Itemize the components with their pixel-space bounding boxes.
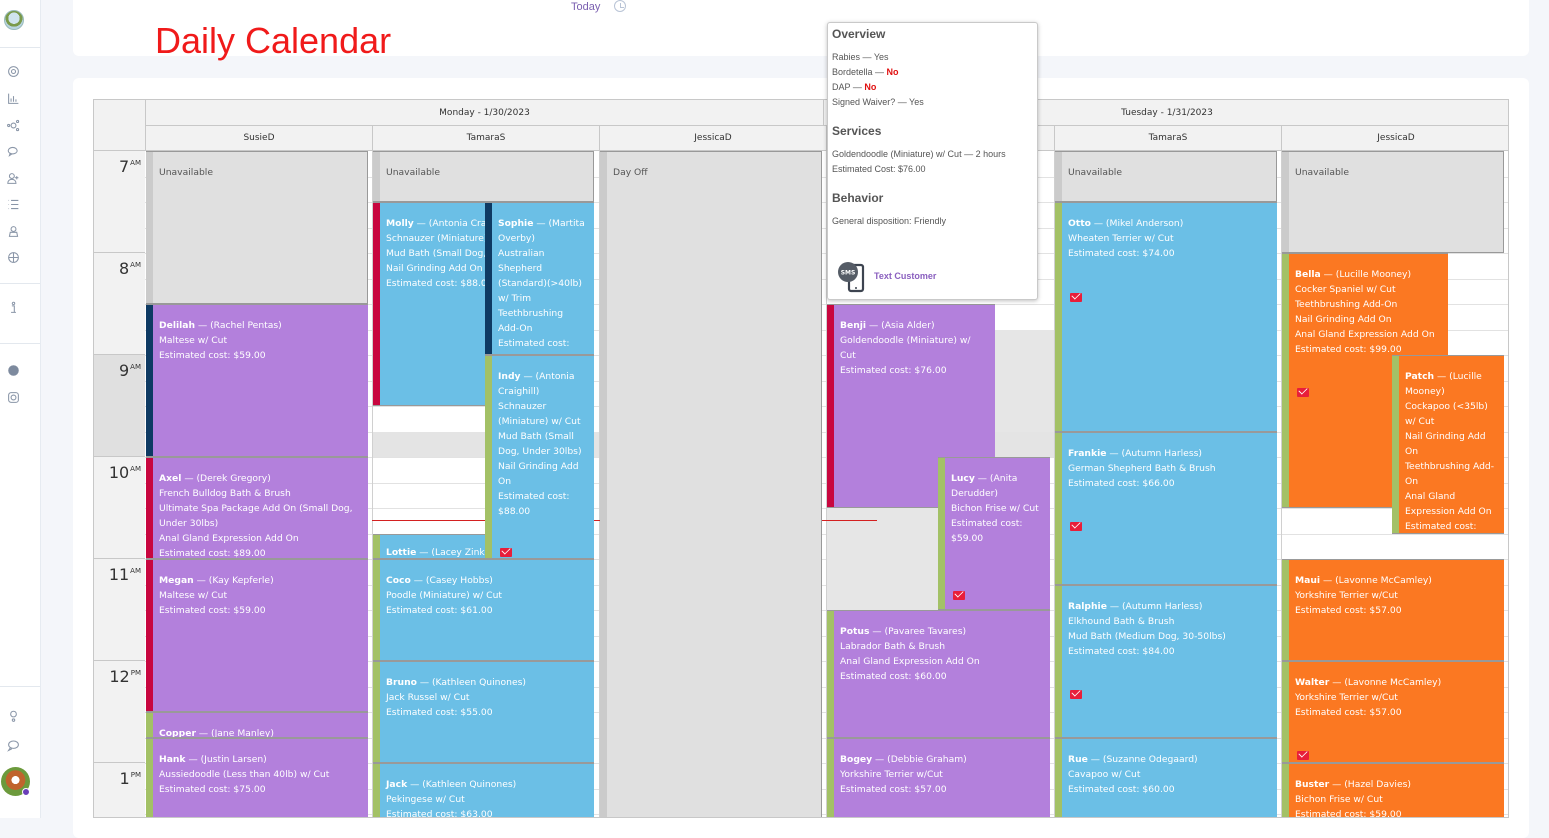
appointment-frankie[interactable]: Frankie — (Autumn Harless) German Shepher… (1055, 432, 1277, 585)
appointment-sophie[interactable]: Sophie — (Martita Overby) Australian Shep… (485, 202, 594, 355)
chart-icon[interactable] (5, 90, 21, 106)
appointment-jack[interactable]: Jack — (Kathleen Quinones) Pekingese w/ C… (373, 763, 594, 817)
header-card (73, 0, 1529, 56)
text-customer-link[interactable]: Text Customer (874, 271, 937, 281)
rabies-status: Rabies — Yes (832, 52, 889, 62)
waiver-status: Signed Waiver? — Yes (832, 97, 924, 107)
behavior-line: General disposition: Friendly (832, 216, 947, 226)
sms-phone-icon[interactable]: SMS (837, 261, 867, 293)
network-icon[interactable] (5, 117, 21, 133)
time-label: 1PM (94, 763, 145, 817)
message-icon[interactable] (5, 737, 21, 753)
mail-icon[interactable] (1070, 690, 1082, 699)
today-button[interactable]: Today (571, 1, 601, 13)
info-icon[interactable] (5, 299, 21, 315)
daily-calendar: Monday - 1/30/2023 Tuesday - 1/31/2023 S… (93, 99, 1509, 818)
appointment-lottie[interactable]: Lottie — (Lacey Zinke) (373, 534, 485, 559)
appointment-delilah[interactable]: Delilah — (Rachel Pentas) Maltese w/ Cut E… (146, 304, 368, 457)
appointment-copper[interactable]: Copper — (Jane Manley) (146, 712, 368, 738)
appointment-walter[interactable]: Walter — (Lavonne McCamley) Yorkshire Ter… (1282, 661, 1504, 763)
help-icon[interactable] (5, 708, 21, 724)
sidebar-divider (0, 283, 40, 284)
user-avatar[interactable] (1, 767, 30, 796)
sidebar-divider (0, 343, 40, 344)
appointment-potus[interactable]: Potus — (Pavaree Tavares) Labrador Bath &… (827, 610, 1050, 738)
staff-header: TamaraS (372, 126, 599, 151)
overview-heading: Overview (832, 27, 886, 41)
staff-header: JessicaD (1281, 126, 1508, 151)
status-dot (22, 788, 30, 796)
time-label: 9AM (94, 355, 145, 457)
appointment-rue[interactable]: Rue — (Suzanne Odegaard) Cavapoo w/ Cut Es… (1055, 738, 1277, 817)
appointment-axel[interactable]: Axel — (Derek Gregory) French Bulldog Bat… (146, 457, 368, 559)
appointment-buster[interactable]: Buster — (Hazel Davies) Bichon Frise w/ C… (1282, 763, 1504, 817)
appointment-maui[interactable]: Maui — (Lavonne McCamley) Yorkshire Terri… (1282, 559, 1504, 661)
page-title: Daily Calendar (155, 20, 392, 61)
staff-header: TamaraS (1054, 126, 1281, 151)
clock-icon[interactable] (614, 0, 626, 12)
appointment-otto[interactable]: Otto — (Mikel Anderson) Wheaten Terrier w… (1055, 202, 1277, 432)
appointment-indy[interactable]: Indy — (Antonia Craighill) Schnauzer (Min… (485, 355, 594, 559)
add-user-icon[interactable] (5, 170, 21, 186)
staff-header: SusieD (145, 126, 372, 151)
facebook-icon[interactable] (5, 362, 21, 378)
appointment-coco[interactable]: Coco — (Casey Hobbs) Poodle (Miniature) w… (373, 559, 594, 661)
time-label: 11AM (94, 559, 145, 661)
time-label: 8AM (94, 253, 145, 355)
behavior-heading: Behavior (832, 191, 884, 205)
dap-status: DAP — No (832, 82, 877, 92)
day-off-block[interactable]: Day Off (600, 151, 822, 817)
mail-icon[interactable] (1070, 522, 1082, 531)
unavailable-block[interactable]: Unavailable (146, 151, 368, 304)
unavailable-block[interactable]: Unavailable (1282, 151, 1504, 253)
appointment-hank[interactable]: Hank — (Justin Larsen) Aussiedoodle (Less… (146, 738, 368, 817)
time-label: 7AM (94, 151, 145, 253)
mail-icon[interactable] (1297, 751, 1309, 760)
mail-icon[interactable] (1070, 293, 1082, 302)
appointment-bogey[interactable]: Bogey — (Debbie Graham) Yorkshire Terrier… (827, 738, 1050, 817)
bordetella-status: Bordetella — No (832, 67, 899, 77)
appointment-details-popup: Overview Rabies — Yes Bordetella — No DA… (827, 22, 1038, 300)
svg-text:SMS: SMS (841, 270, 856, 277)
appointment-molly[interactable]: Molly — (Antonia Craighill)Schnauzer (Mi… (373, 202, 485, 406)
appointment-megan[interactable]: Megan — (Kay Kepferle) Maltese w/ Cut Esti… (146, 559, 368, 712)
gear-icon[interactable] (5, 63, 21, 79)
time-label: 10AM (94, 457, 145, 559)
sidebar (0, 0, 41, 818)
chat-icon[interactable] (5, 143, 21, 159)
groomer-icon[interactable] (5, 223, 21, 239)
mail-icon[interactable] (500, 548, 512, 557)
unavailable-block[interactable]: Unavailable (1055, 151, 1277, 202)
sidebar-divider (0, 47, 40, 48)
appointment-lucy[interactable]: Lucy — (Anita Derudder) Bichon Frise w/ C… (938, 457, 1050, 610)
instagram-icon[interactable] (5, 389, 21, 405)
appointment-ralphie[interactable]: Ralphie — (Autumn Harless) Elkhound Bath … (1055, 585, 1277, 738)
services-heading: Services (832, 124, 882, 138)
mail-icon[interactable] (1297, 388, 1309, 397)
service-line: Goldendoodle (Miniature) w/ Cut — 2 hour… (832, 149, 1006, 159)
appointment-patch[interactable]: Patch — (Lucille Mooney) Cockapoo (<35lb)… (1392, 355, 1504, 534)
blocked-band (826, 508, 943, 610)
cost-line: Estimated Cost: $76.00 (832, 164, 926, 174)
time-label: 12PM (94, 661, 145, 763)
unavailable-block[interactable]: Unavailable (373, 151, 594, 202)
appointment-bruno[interactable]: Bruno — (Kathleen Quinones) Jack Russel w… (373, 661, 594, 763)
sidebar-divider (0, 686, 40, 687)
calendar-corner (94, 100, 145, 151)
mail-icon[interactable] (953, 591, 965, 600)
staff-header: JessicaD (599, 126, 826, 151)
list-icon[interactable] (5, 196, 21, 212)
logo-icon[interactable] (4, 10, 24, 30)
globe-icon[interactable] (5, 249, 21, 265)
day-header-monday: Monday - 1/30/2023 (145, 100, 823, 126)
